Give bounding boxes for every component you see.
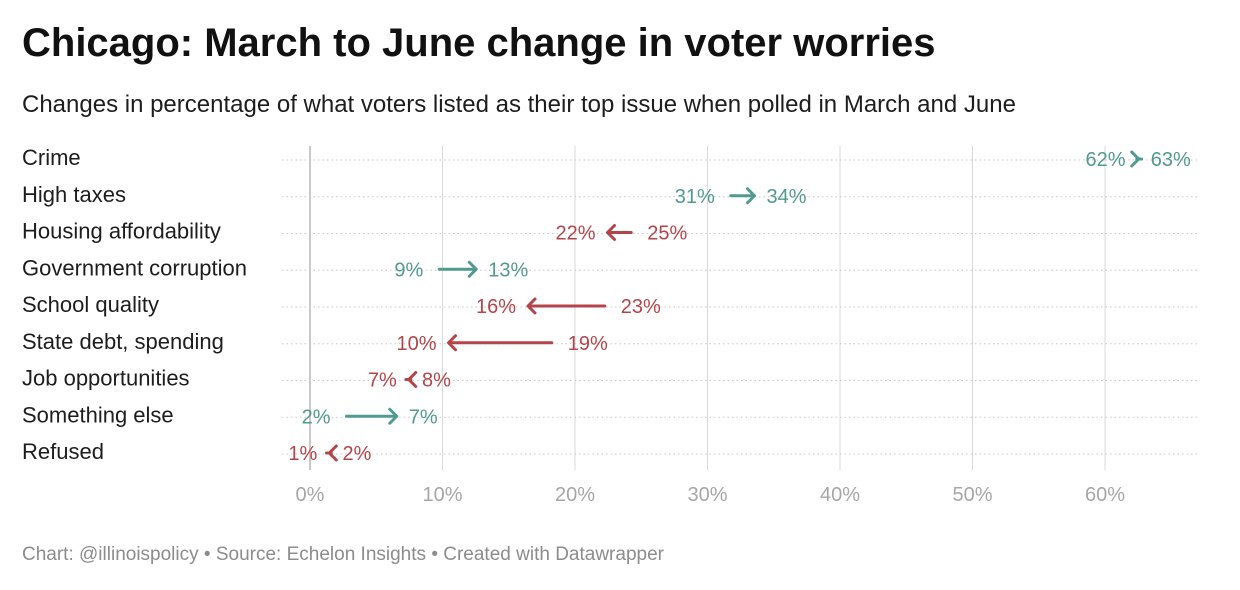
arrow-chart: 0% 10% 20% 30% 40% 50% 60% Crime 62% 63% High taxe… bbox=[22, 145, 1197, 506]
row-label: Refused bbox=[22, 439, 104, 464]
march-value-label: 23% bbox=[621, 296, 661, 318]
march-value-label: 25% bbox=[647, 223, 687, 245]
arrow-head bbox=[606, 224, 616, 241]
chart-credit: Chart: @illinoispolicy bbox=[22, 544, 199, 565]
june-value-label: 63% bbox=[1151, 149, 1191, 171]
march-value-label: 19% bbox=[568, 333, 608, 355]
row-label: High taxes bbox=[22, 182, 126, 207]
june-value-label: 13% bbox=[488, 259, 528, 281]
row-label: Something else bbox=[22, 402, 174, 427]
footer-separator: • bbox=[203, 544, 211, 565]
x-tick-label: 10% bbox=[422, 484, 462, 506]
row-label: Government corruption bbox=[22, 255, 247, 280]
x-tick-label: 40% bbox=[820, 484, 860, 506]
june-value-label: 22% bbox=[555, 223, 595, 245]
june-value-label: 7% bbox=[368, 370, 397, 392]
june-value-label: 1% bbox=[288, 443, 317, 465]
arrow-head bbox=[447, 334, 457, 352]
x-tick-label: 50% bbox=[952, 484, 992, 506]
row-label: State debt, spending bbox=[22, 329, 224, 354]
chart-subtitle: Changes in percentage of what voters lis… bbox=[22, 91, 1016, 118]
june-value-label: 34% bbox=[767, 186, 807, 208]
arrow-head bbox=[327, 444, 338, 462]
arrow-head bbox=[746, 187, 756, 205]
march-value-label: 2% bbox=[343, 443, 372, 465]
march-value-label: 8% bbox=[422, 370, 451, 392]
footer-separator: • bbox=[431, 544, 438, 565]
x-tick-label: 20% bbox=[555, 484, 595, 506]
row-label: Crime bbox=[22, 145, 81, 170]
march-value-label: 62% bbox=[1085, 149, 1125, 171]
x-tick-label: 60% bbox=[1085, 484, 1125, 506]
chart-title: Chicago: March to June change in voter w… bbox=[22, 21, 936, 65]
arrow-head bbox=[388, 407, 399, 425]
x-tick-label: 0% bbox=[296, 484, 325, 506]
june-value-label: 16% bbox=[476, 296, 516, 318]
arrow-head bbox=[407, 371, 418, 388]
row-label: Housing affordability bbox=[22, 219, 221, 244]
march-value-label: 2% bbox=[302, 406, 331, 428]
march-value-label: 9% bbox=[394, 259, 423, 281]
arrow-head bbox=[1130, 150, 1141, 168]
created-with: Created with Datawrapper bbox=[443, 544, 664, 565]
row-label: Job opportunities bbox=[22, 366, 190, 391]
march-value-label: 31% bbox=[675, 186, 715, 208]
june-value-label: 7% bbox=[409, 406, 438, 428]
june-value-label: 10% bbox=[396, 333, 436, 355]
x-tick-label: 30% bbox=[687, 484, 727, 506]
row-label: School quality bbox=[22, 292, 159, 317]
arrow-head bbox=[467, 260, 478, 278]
chart-footer: Chart: @illinoispolicy • Source: Echelon… bbox=[22, 544, 664, 567]
arrow-head bbox=[526, 297, 537, 315]
source-credit: Source: Echelon Insights bbox=[215, 544, 427, 565]
